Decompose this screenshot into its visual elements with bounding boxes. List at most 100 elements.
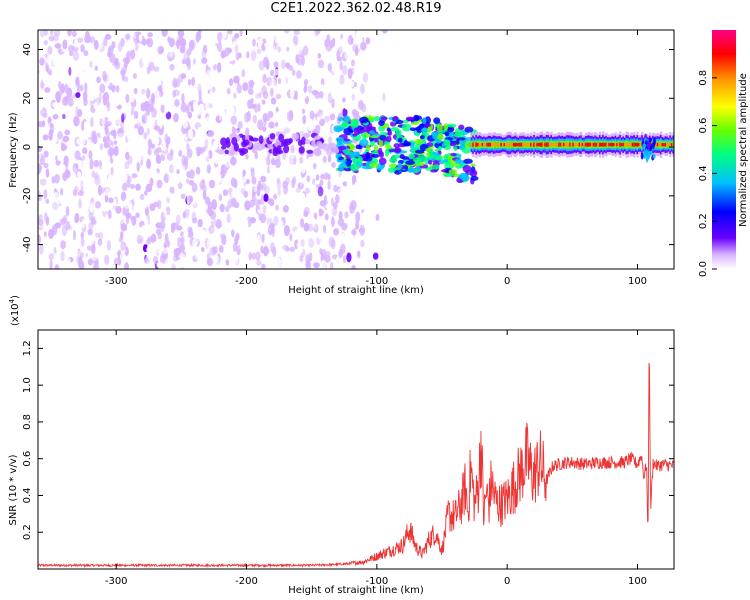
spectrogram-x-tick-label: -300 bbox=[105, 276, 128, 287]
spectrogram-cell bbox=[319, 119, 325, 127]
spectrogram-cell bbox=[87, 112, 93, 117]
spectrogram-cell bbox=[296, 111, 302, 117]
spectrogram-cell bbox=[268, 122, 274, 129]
spectrogram-cell bbox=[171, 263, 176, 273]
spectrogram-cell bbox=[200, 40, 205, 45]
spectrogram-cell bbox=[50, 77, 56, 87]
spectrogram-cell bbox=[359, 117, 368, 123]
spectrogram-cell bbox=[82, 147, 87, 154]
spectrogram-cell bbox=[354, 127, 362, 134]
spectrogram-cell bbox=[46, 168, 50, 177]
spectrogram-cell bbox=[53, 253, 58, 263]
snr-x-tick-label: 100 bbox=[628, 576, 647, 587]
spectrogram-cell bbox=[94, 160, 99, 168]
spectrogram-cell bbox=[49, 128, 53, 135]
spectrogram-cell bbox=[130, 63, 136, 71]
spectrogram-cell bbox=[290, 153, 296, 158]
spectrogram-cell bbox=[316, 141, 322, 148]
spectrogram-cell bbox=[61, 143, 66, 151]
spectrogram-cell bbox=[125, 104, 131, 114]
spectrogram-cell bbox=[355, 212, 360, 223]
spectrogram-cell bbox=[171, 222, 175, 233]
snr-y-tick-label: 0.2 bbox=[22, 524, 33, 540]
spectrogram-cell bbox=[223, 29, 227, 38]
spectrogram-cell bbox=[259, 92, 262, 99]
spectrogram-cell bbox=[207, 107, 213, 116]
spectrogram-cell bbox=[201, 57, 207, 63]
spectrogram-cell bbox=[81, 138, 86, 145]
spectrogram-cell bbox=[173, 90, 179, 97]
spectrogram-cell bbox=[166, 136, 170, 144]
spectrogram-cell bbox=[37, 50, 41, 57]
spectrogram-cell bbox=[269, 223, 275, 229]
spectrogram-cell bbox=[221, 226, 227, 233]
spectrogram-cell bbox=[120, 61, 124, 68]
spectrogram-cell bbox=[176, 162, 181, 170]
spectrogram-cell bbox=[320, 174, 325, 180]
spectrogram-cell bbox=[304, 240, 309, 245]
spectrogram-cell bbox=[379, 140, 383, 147]
spectrogram-cell bbox=[352, 175, 356, 182]
spectrogram-cell bbox=[203, 88, 208, 94]
spectrogram-cell bbox=[398, 138, 403, 143]
spectrogram-x-axis-label: Height of straight line (km) bbox=[288, 285, 424, 296]
spectrogram-cell bbox=[207, 239, 211, 249]
spectrogram-cell bbox=[229, 55, 234, 61]
spectrogram-cell bbox=[73, 202, 77, 211]
spectrogram-cell bbox=[38, 259, 44, 264]
spectrogram-cell bbox=[296, 162, 300, 169]
spectrogram-cell bbox=[415, 150, 425, 154]
spectrogram-cell bbox=[242, 170, 245, 176]
spectrogram-cell bbox=[392, 116, 398, 122]
spectrogram-cell bbox=[39, 244, 43, 255]
spectrogram-cell bbox=[241, 96, 247, 104]
spectrogram-cell bbox=[140, 194, 145, 200]
spectrogram-cell bbox=[338, 95, 342, 102]
spectrogram-cell bbox=[137, 162, 140, 172]
spectrogram-cell bbox=[286, 47, 289, 52]
spectrogram-cell bbox=[212, 192, 218, 198]
spectrogram-cell bbox=[234, 235, 238, 245]
spectrogram-cell bbox=[414, 139, 423, 145]
spectrogram-cell bbox=[253, 187, 257, 192]
spectrogram-cell bbox=[119, 164, 124, 171]
spectrogram-cell bbox=[110, 222, 115, 229]
spectrogram-cell bbox=[395, 149, 401, 152]
spectrogram-cell bbox=[373, 116, 380, 121]
spectrogram-cell bbox=[188, 159, 194, 166]
spectrogram-cell bbox=[241, 69, 245, 77]
spectrogram-cell bbox=[177, 120, 182, 131]
spectrogram-cell bbox=[84, 121, 89, 129]
spectrogram-cell bbox=[199, 72, 202, 80]
spectrogram-cell bbox=[229, 105, 235, 115]
spectrogram-cell bbox=[329, 237, 335, 248]
spectrogram-cell bbox=[201, 77, 204, 84]
spectrogram-cell bbox=[50, 123, 53, 129]
spectrogram-cell bbox=[271, 98, 276, 105]
spectrogram-cell bbox=[266, 59, 270, 70]
spectrogram-cell bbox=[227, 88, 231, 95]
spectrogram-cell bbox=[56, 196, 61, 205]
spectrogram-y-tick-label: -40 bbox=[22, 236, 33, 252]
spectrogram-cell bbox=[283, 77, 287, 87]
spectrogram-cell bbox=[210, 70, 215, 78]
spectrogram-cell bbox=[39, 57, 44, 66]
spectrogram-cell bbox=[183, 211, 187, 218]
spectrogram-cell bbox=[43, 134, 49, 140]
spectrogram-cell bbox=[251, 61, 254, 70]
spectrogram-cell bbox=[46, 98, 50, 106]
spectrogram-cell bbox=[38, 218, 44, 226]
spectrogram-cell bbox=[186, 186, 192, 193]
spectrogram-cell bbox=[65, 243, 71, 253]
spectrogram-cell bbox=[462, 147, 472, 154]
spectrogram-cell bbox=[437, 124, 443, 132]
spectrogram-cell bbox=[209, 180, 215, 189]
spectrogram-cell bbox=[196, 167, 200, 175]
spectrogram-cell bbox=[176, 53, 182, 60]
spectrogram-cell bbox=[43, 189, 47, 199]
snr-y-tick-label: 0.6 bbox=[22, 451, 33, 467]
spectrogram-cell bbox=[72, 31, 77, 37]
spectrogram-cell bbox=[208, 130, 214, 137]
spectrogram-cell bbox=[444, 154, 448, 160]
